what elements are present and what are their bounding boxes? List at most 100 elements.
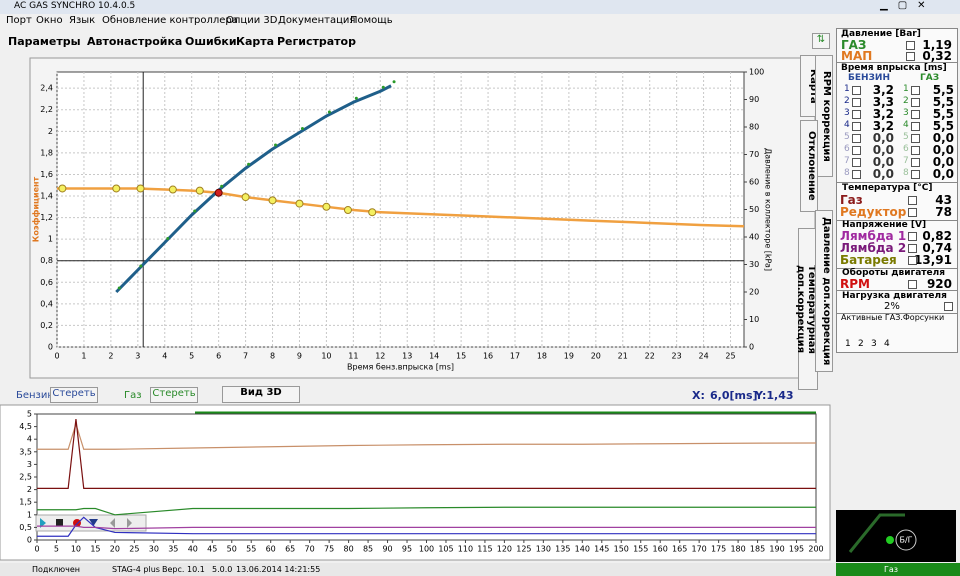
gas-time: 5,5 xyxy=(932,107,954,121)
menu-item[interactable]: Язык xyxy=(69,15,96,26)
monitor-frame xyxy=(0,404,831,561)
checkbox[interactable] xyxy=(911,110,920,119)
play-button[interactable] xyxy=(40,518,46,528)
checkbox[interactable] xyxy=(852,122,861,131)
indicator-text: Б/Г xyxy=(899,536,912,545)
record-button[interactable] xyxy=(73,519,81,527)
gas-temp-label: Газ xyxy=(840,193,863,207)
checkbox[interactable] xyxy=(908,244,917,253)
checkbox[interactable] xyxy=(908,280,917,289)
checkbox[interactable] xyxy=(852,170,861,179)
x-tick-label: 17 xyxy=(510,352,520,361)
checkbox[interactable] xyxy=(852,86,861,95)
tab[interactable]: Автонастройка xyxy=(87,35,183,48)
monitor-line xyxy=(37,422,817,450)
toggle-button[interactable]: ⇅ xyxy=(812,33,830,49)
gas-time: 5,5 xyxy=(932,95,954,109)
x-tick-label: 135 xyxy=(555,545,570,554)
x-tick-label: 120 xyxy=(497,545,512,554)
tab[interactable]: Регистратор xyxy=(277,35,356,48)
checkbox[interactable] xyxy=(911,170,920,179)
x-tick-label: 55 xyxy=(246,545,256,554)
checkbox[interactable] xyxy=(911,158,920,167)
y2-tick-label: 100 xyxy=(749,68,764,77)
x-tick-label: 1 xyxy=(81,352,86,361)
y-tick-label: 2,2 xyxy=(40,105,53,114)
x-tick-label: 65 xyxy=(285,545,295,554)
x-tick-label: 16 xyxy=(483,352,493,361)
side-tab[interactable]: RPM коррекция xyxy=(815,55,833,177)
checkbox[interactable] xyxy=(911,98,920,107)
y-tick-label: 1 xyxy=(27,510,32,519)
pressure-point xyxy=(300,127,304,130)
x-tick-label: 35 xyxy=(168,545,178,554)
checkbox[interactable] xyxy=(852,158,861,167)
x-tick-label: 190 xyxy=(769,545,784,554)
voltage-box xyxy=(836,220,958,269)
map-point xyxy=(136,184,145,193)
tab[interactable]: Карта xyxy=(236,35,275,48)
checkbox[interactable] xyxy=(911,122,920,131)
checkbox[interactable] xyxy=(908,196,917,205)
x-tick-label: 10 xyxy=(71,545,81,554)
checkbox[interactable] xyxy=(911,146,920,155)
x-tick-label: 21 xyxy=(618,352,628,361)
checkbox[interactable] xyxy=(906,41,915,50)
menu-item[interactable]: Опции 3D xyxy=(226,15,278,26)
forward-button[interactable] xyxy=(127,518,132,528)
y2-axis-title: Давление в коллекторе [kPa] xyxy=(764,148,773,271)
row-number: 2 xyxy=(903,96,909,106)
checkbox[interactable] xyxy=(852,110,861,119)
x-readout: 6,0[ms] xyxy=(710,389,758,402)
stop-button[interactable] xyxy=(56,519,63,526)
pressure-point xyxy=(139,264,143,268)
tab[interactable]: Параметры xyxy=(8,35,81,48)
y-readout: Y:1,43 xyxy=(755,389,794,402)
pressure-box xyxy=(836,28,958,63)
menu-item[interactable]: Порт xyxy=(6,15,32,26)
x-tick-label: 200 xyxy=(808,545,823,554)
checkbox[interactable] xyxy=(911,86,920,95)
checkbox[interactable] xyxy=(911,134,920,143)
x-tick-label: 20 xyxy=(591,352,601,361)
x-tick-label: 85 xyxy=(363,545,373,554)
pressure-point xyxy=(166,237,170,240)
view-3d-button[interactable]: Вид 3D xyxy=(222,386,300,403)
checkbox[interactable] xyxy=(852,134,861,143)
menu-item[interactable]: Документация xyxy=(278,15,356,26)
x-tick-label: 165 xyxy=(672,545,687,554)
y-tick-label: 0 xyxy=(48,343,53,352)
x-tick-label: 125 xyxy=(516,545,531,554)
checkbox[interactable] xyxy=(908,256,917,265)
checkbox[interactable] xyxy=(944,302,953,311)
reducer-temp-label: Редуктор xyxy=(840,205,907,219)
map-point xyxy=(268,196,277,205)
y-tick-label: 0,4 xyxy=(40,299,53,308)
tab[interactable]: Ошибки xyxy=(185,35,237,48)
x-tick-label: 18 xyxy=(537,352,547,361)
back-button[interactable] xyxy=(110,518,115,528)
menu-item[interactable]: Обновление контроллера xyxy=(102,15,238,26)
save-button[interactable] xyxy=(89,519,98,526)
menu-item[interactable]: Помощь xyxy=(350,15,393,26)
y-tick-label: 0,5 xyxy=(19,523,32,532)
checkbox[interactable] xyxy=(906,52,915,61)
checkbox[interactable] xyxy=(852,98,861,107)
checkbox[interactable] xyxy=(908,208,917,217)
x-tick-label: 25 xyxy=(725,352,735,361)
side-tab[interactable]: Отклонение xyxy=(800,120,818,212)
checkbox[interactable] xyxy=(908,232,917,241)
petrol-clear[interactable]: Стереть xyxy=(50,387,98,403)
injector-label: 2 xyxy=(858,339,864,349)
y-tick-label: 0 xyxy=(27,536,32,545)
side-tab[interactable]: Давление доп.коррекция xyxy=(815,210,833,372)
gas-clear[interactable]: Стереть xyxy=(150,387,198,403)
row-number: 7 xyxy=(903,156,909,166)
checkbox[interactable] xyxy=(852,146,861,155)
map-point xyxy=(368,208,377,217)
window-controls[interactable]: ▁▢✕ xyxy=(880,0,936,11)
row-number: 5 xyxy=(903,132,909,142)
pressure-point xyxy=(117,286,121,290)
menu-item[interactable]: Окно xyxy=(36,15,63,26)
lambda1-label: Лямбда 1 xyxy=(840,229,907,243)
